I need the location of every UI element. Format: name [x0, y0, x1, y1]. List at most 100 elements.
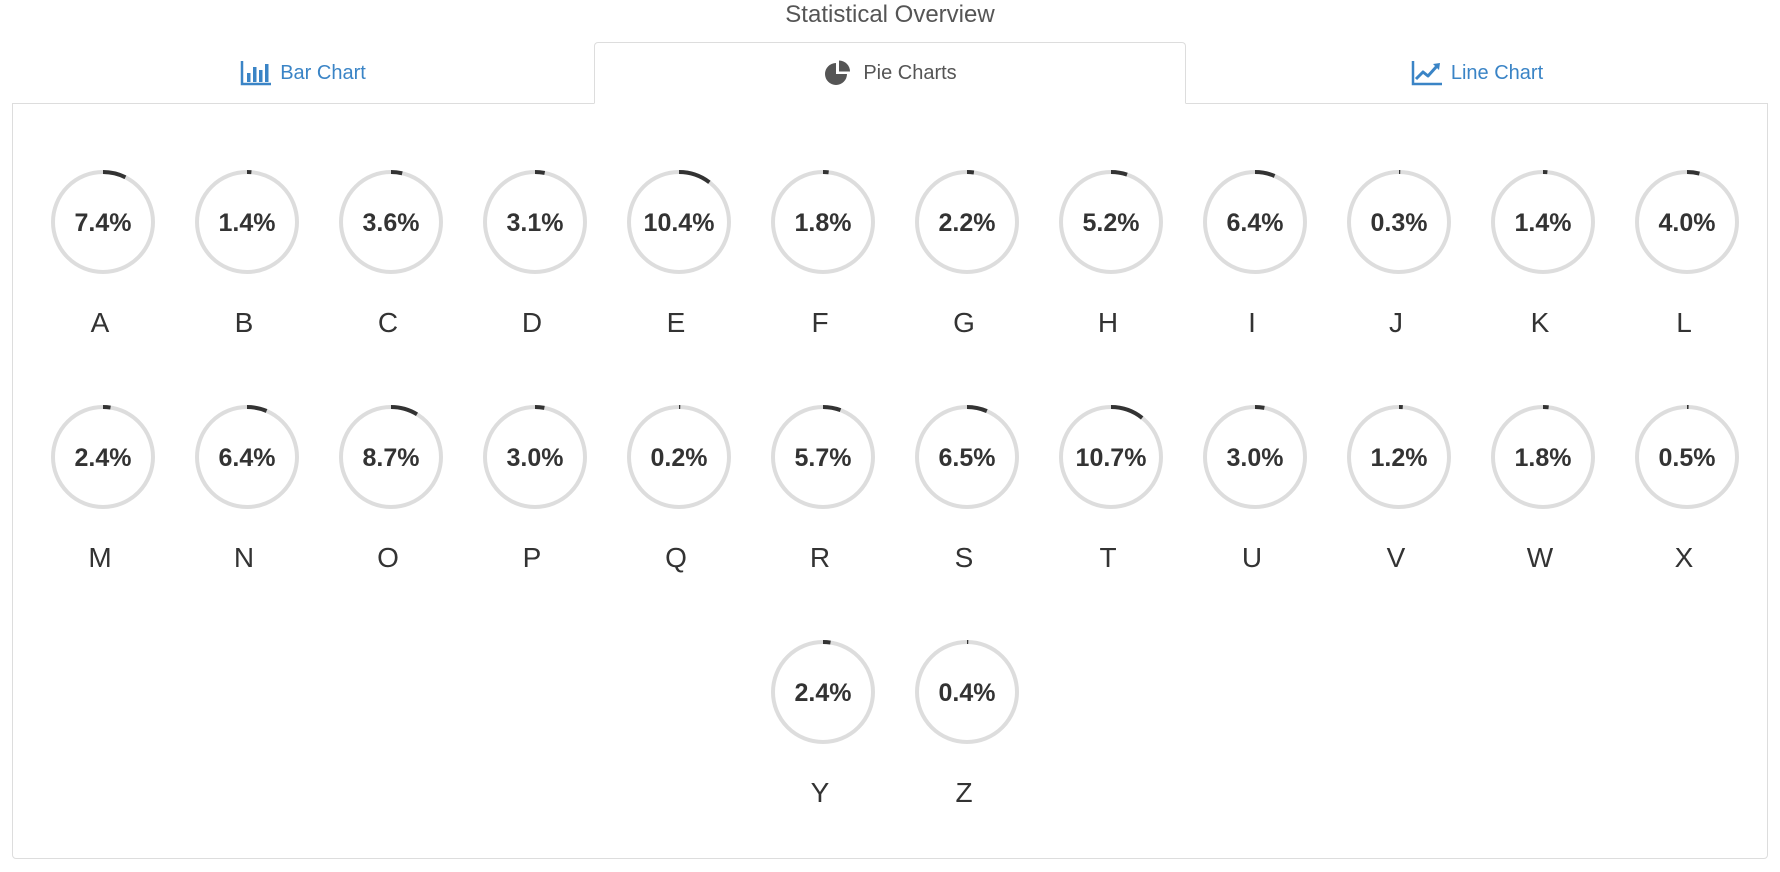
pie-value-label: 1.2% — [1371, 444, 1428, 472]
tab-line-chart[interactable]: Line Chart — [1186, 42, 1768, 104]
pie-category-label: R — [810, 542, 830, 573]
pie-chart-f: 1.8% F — [771, 170, 875, 338]
pie-category-label: V — [1387, 542, 1406, 573]
pie-category-label: O — [377, 542, 399, 573]
pie-value-label: 1.4% — [219, 209, 276, 237]
pie-value-label: 1.8% — [795, 209, 852, 237]
pie-slice — [1110, 405, 1144, 420]
pie-chart-a: 7.4% A — [51, 170, 155, 338]
pie-value-label: 3.1% — [507, 209, 564, 237]
pie-slice — [534, 405, 545, 410]
pie-slice — [102, 405, 111, 410]
pie-category-label: Y — [811, 777, 830, 808]
pie-category-label: S — [955, 542, 974, 573]
pie-chart-q: 0.2% Q — [627, 405, 731, 573]
pie-value-label: 0.4% — [939, 679, 996, 707]
pie-slice — [102, 170, 127, 180]
pie-category-label: K — [1531, 307, 1550, 338]
pie-category-label: U — [1242, 542, 1262, 573]
pie-value-label: 3.0% — [1227, 444, 1284, 472]
pie-chart-s: 6.5% S — [915, 405, 1019, 573]
pie-category-label: D — [522, 307, 542, 338]
pie-value-label: 1.4% — [1515, 209, 1572, 237]
pie-category-label: X — [1675, 542, 1694, 573]
pie-value-label: 6.4% — [1227, 209, 1284, 237]
pie-category-label: W — [1527, 542, 1554, 573]
pie-slice — [1686, 170, 1700, 176]
pie-slice — [678, 170, 711, 184]
pie-category-label: L — [1676, 307, 1692, 338]
pie-value-label: 6.5% — [939, 444, 996, 472]
pie-category-label: Q — [665, 542, 687, 573]
pie-chart-k: 1.4% K — [1491, 169, 1595, 338]
pie-slice — [534, 170, 546, 175]
bar-chart-icon — [240, 61, 272, 86]
pie-chart-m: 2.4% M — [51, 405, 155, 573]
pie-value-label: 2.4% — [75, 444, 132, 472]
pie-slice — [1254, 405, 1265, 410]
pie-value-label: 0.2% — [651, 444, 708, 472]
line-chart-icon — [1411, 61, 1442, 86]
pie-category-label: J — [1389, 307, 1403, 338]
pie-value-label: 6.4% — [219, 444, 276, 472]
pie-slice — [822, 404, 842, 413]
pie-chart-t: 10.7% T — [1059, 405, 1163, 573]
pie-category-label: C — [378, 307, 398, 338]
pie-slice — [390, 169, 403, 176]
pie-value-label: 0.3% — [1371, 209, 1428, 237]
pie-chart-v: 1.2% V — [1347, 404, 1451, 573]
pie-chart-h: 5.2% H — [1059, 170, 1163, 338]
pie-value-label: 0.5% — [1659, 444, 1716, 472]
pie-category-label: B — [235, 307, 254, 338]
pie-category-label: F — [811, 307, 828, 338]
pie-chart-i: 6.4% I — [1203, 170, 1307, 338]
tab-bar-chart-label: Bar Chart — [280, 61, 366, 84]
pie-value-label: 1.8% — [1515, 444, 1572, 472]
pie-chart-u: 3.0% U — [1203, 405, 1307, 573]
pie-chart-g: 2.2% G — [915, 170, 1019, 338]
tab-pie-charts-label: Pie Charts — [863, 61, 957, 84]
pie-chart-c: 3.6% C — [339, 169, 443, 338]
pie-category-label: A — [91, 307, 110, 338]
pie-value-label: 5.7% — [795, 444, 852, 472]
pie-category-label: T — [1099, 542, 1116, 573]
pie-slice — [966, 405, 988, 413]
pie-chart-p: 3.0% P — [483, 405, 587, 573]
pie-value-label: 10.4% — [644, 209, 715, 237]
tab-pie-charts[interactable]: Pie Charts — [594, 42, 1186, 104]
pie-category-label: N — [234, 542, 254, 573]
pie-chart-x: 0.5% X — [1635, 404, 1739, 573]
pie-chart-b: 1.4% B — [195, 169, 299, 338]
pie-chart-j: 0.3% J — [1347, 170, 1451, 338]
pie-slice — [1254, 170, 1276, 178]
pie-value-label: 3.6% — [363, 209, 420, 237]
pie-slice — [390, 405, 419, 417]
pie-value-label: 2.4% — [795, 679, 852, 707]
pie-value-label: 3.0% — [507, 444, 564, 472]
chart-tabs: Bar Chart Pie Charts Line Chart — [12, 42, 1768, 104]
pie-value-label: 10.7% — [1076, 444, 1147, 472]
pie-value-label: 5.2% — [1083, 209, 1140, 237]
tab-line-chart-label: Line Chart — [1450, 61, 1544, 84]
pie-chart-r: 5.7% R — [771, 404, 875, 573]
pie-category-label: Z — [955, 777, 972, 808]
pie-chart-icon — [825, 60, 851, 85]
pie-value-label: 8.7% — [363, 444, 420, 472]
pie-chart-o: 8.7% O — [339, 405, 443, 573]
pie-slice — [822, 640, 831, 645]
pie-chart-l: 4.0% L — [1635, 170, 1739, 338]
pie-value-label: 4.0% — [1659, 209, 1716, 237]
pie-chart-n: 6.4% N — [195, 405, 299, 573]
pie-charts-panel — [12, 103, 1768, 859]
pie-category-label: M — [88, 542, 111, 573]
pie-value-label: 2.2% — [939, 209, 996, 237]
pie-chart-w: 1.8% W — [1491, 405, 1595, 573]
pie-chart-z: 0.4% Z — [915, 640, 1019, 808]
pie-category-label: P — [523, 542, 542, 573]
tab-bar-chart[interactable]: Bar Chart — [12, 42, 594, 104]
pie-chart-d: 3.1% D — [483, 170, 587, 338]
pie-category-label: G — [953, 307, 975, 338]
pie-chart-y: 2.4% Y — [771, 640, 875, 808]
pie-value-label: 7.4% — [75, 209, 132, 237]
